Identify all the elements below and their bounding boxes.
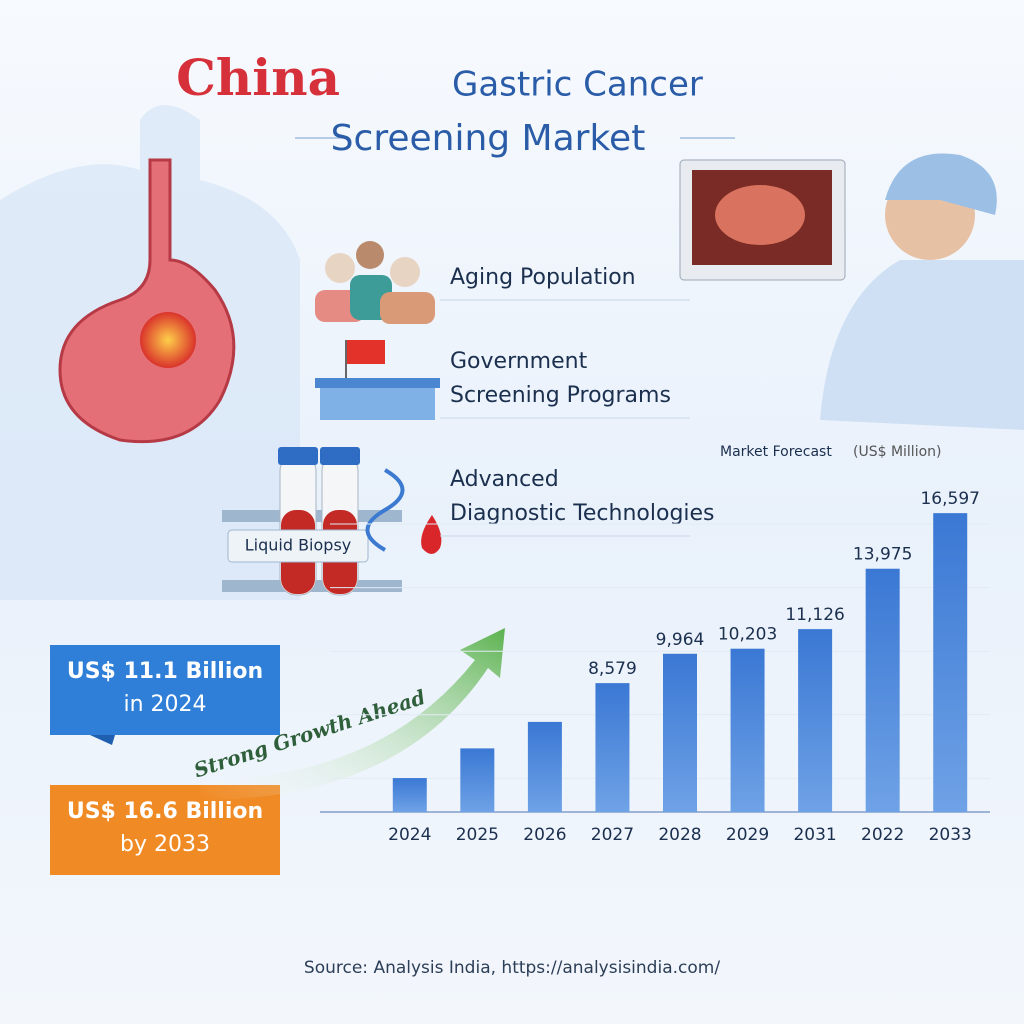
callout-text: US$ 16.6 Billion: [67, 799, 263, 824]
test-tube-icon: [222, 447, 442, 596]
driver-text: Diagnostic Technologies: [450, 501, 715, 526]
bar: [663, 653, 697, 812]
value-label: 9,964: [656, 630, 705, 650]
title-highlight: China: [176, 48, 340, 107]
callout-text: by 2033: [120, 832, 210, 857]
value-label: 11,126: [785, 605, 844, 625]
bar: [527, 721, 562, 812]
bar: [595, 683, 630, 812]
value-label: 16,597: [920, 489, 979, 509]
title-rest: Gastric Cancer: [452, 65, 703, 105]
drivers: Aging Population Government Screening Prog…: [440, 265, 715, 537]
value-label: 10,203: [718, 625, 777, 645]
x-tick-label: 2031: [793, 825, 836, 845]
value-label: 13,975: [853, 545, 912, 565]
bar: [460, 748, 495, 812]
value-label: 8,579: [588, 659, 637, 679]
stomach: [58, 158, 236, 444]
x-tick-label: 2029: [726, 825, 769, 845]
callout-box: [50, 645, 280, 735]
bar: [798, 629, 833, 812]
callout-text: US$ 11.1 Billion: [67, 659, 263, 684]
driver-text: Advanced: [450, 467, 559, 492]
chart-unit: (US$ Million): [853, 444, 942, 460]
bar: [933, 513, 968, 812]
chart-title: Market Forecast: [720, 444, 832, 460]
x-tick-label: 2022: [861, 825, 904, 845]
icon-label: Liquid Biopsy: [245, 536, 352, 555]
x-tick-label: 2025: [456, 825, 499, 845]
title-line2: Screening Market: [331, 118, 646, 159]
people-icon: [315, 241, 435, 324]
growth-arrow: [200, 628, 505, 800]
bar: [730, 648, 765, 812]
callout-tail: [90, 735, 115, 745]
callouts: US$ 11.1 Billion in 2024 US$ 16.6 Billion b…: [50, 645, 280, 875]
endoscopy-image: [715, 185, 805, 245]
bar: [865, 568, 900, 812]
doctor-cap: [885, 153, 997, 215]
driver-text: Government: [450, 349, 588, 374]
x-tick-label: 2027: [591, 825, 634, 845]
x-tick-label: 2026: [523, 825, 566, 845]
tumor: [140, 312, 196, 368]
doctor-body: [820, 260, 1024, 430]
callout-box: [50, 785, 280, 875]
bar: [392, 778, 427, 812]
x-tick-label: 2024: [388, 825, 431, 845]
x-tick-label: 2028: [658, 825, 701, 845]
source: Source: Analysis India, https://analysis…: [304, 958, 720, 978]
callout-text: in 2024: [123, 692, 206, 717]
x-tick-label: 2033: [929, 825, 972, 845]
driver-text: Aging Population: [450, 265, 636, 290]
driver-text: Screening Programs: [450, 383, 671, 408]
government-icon: [315, 340, 440, 420]
